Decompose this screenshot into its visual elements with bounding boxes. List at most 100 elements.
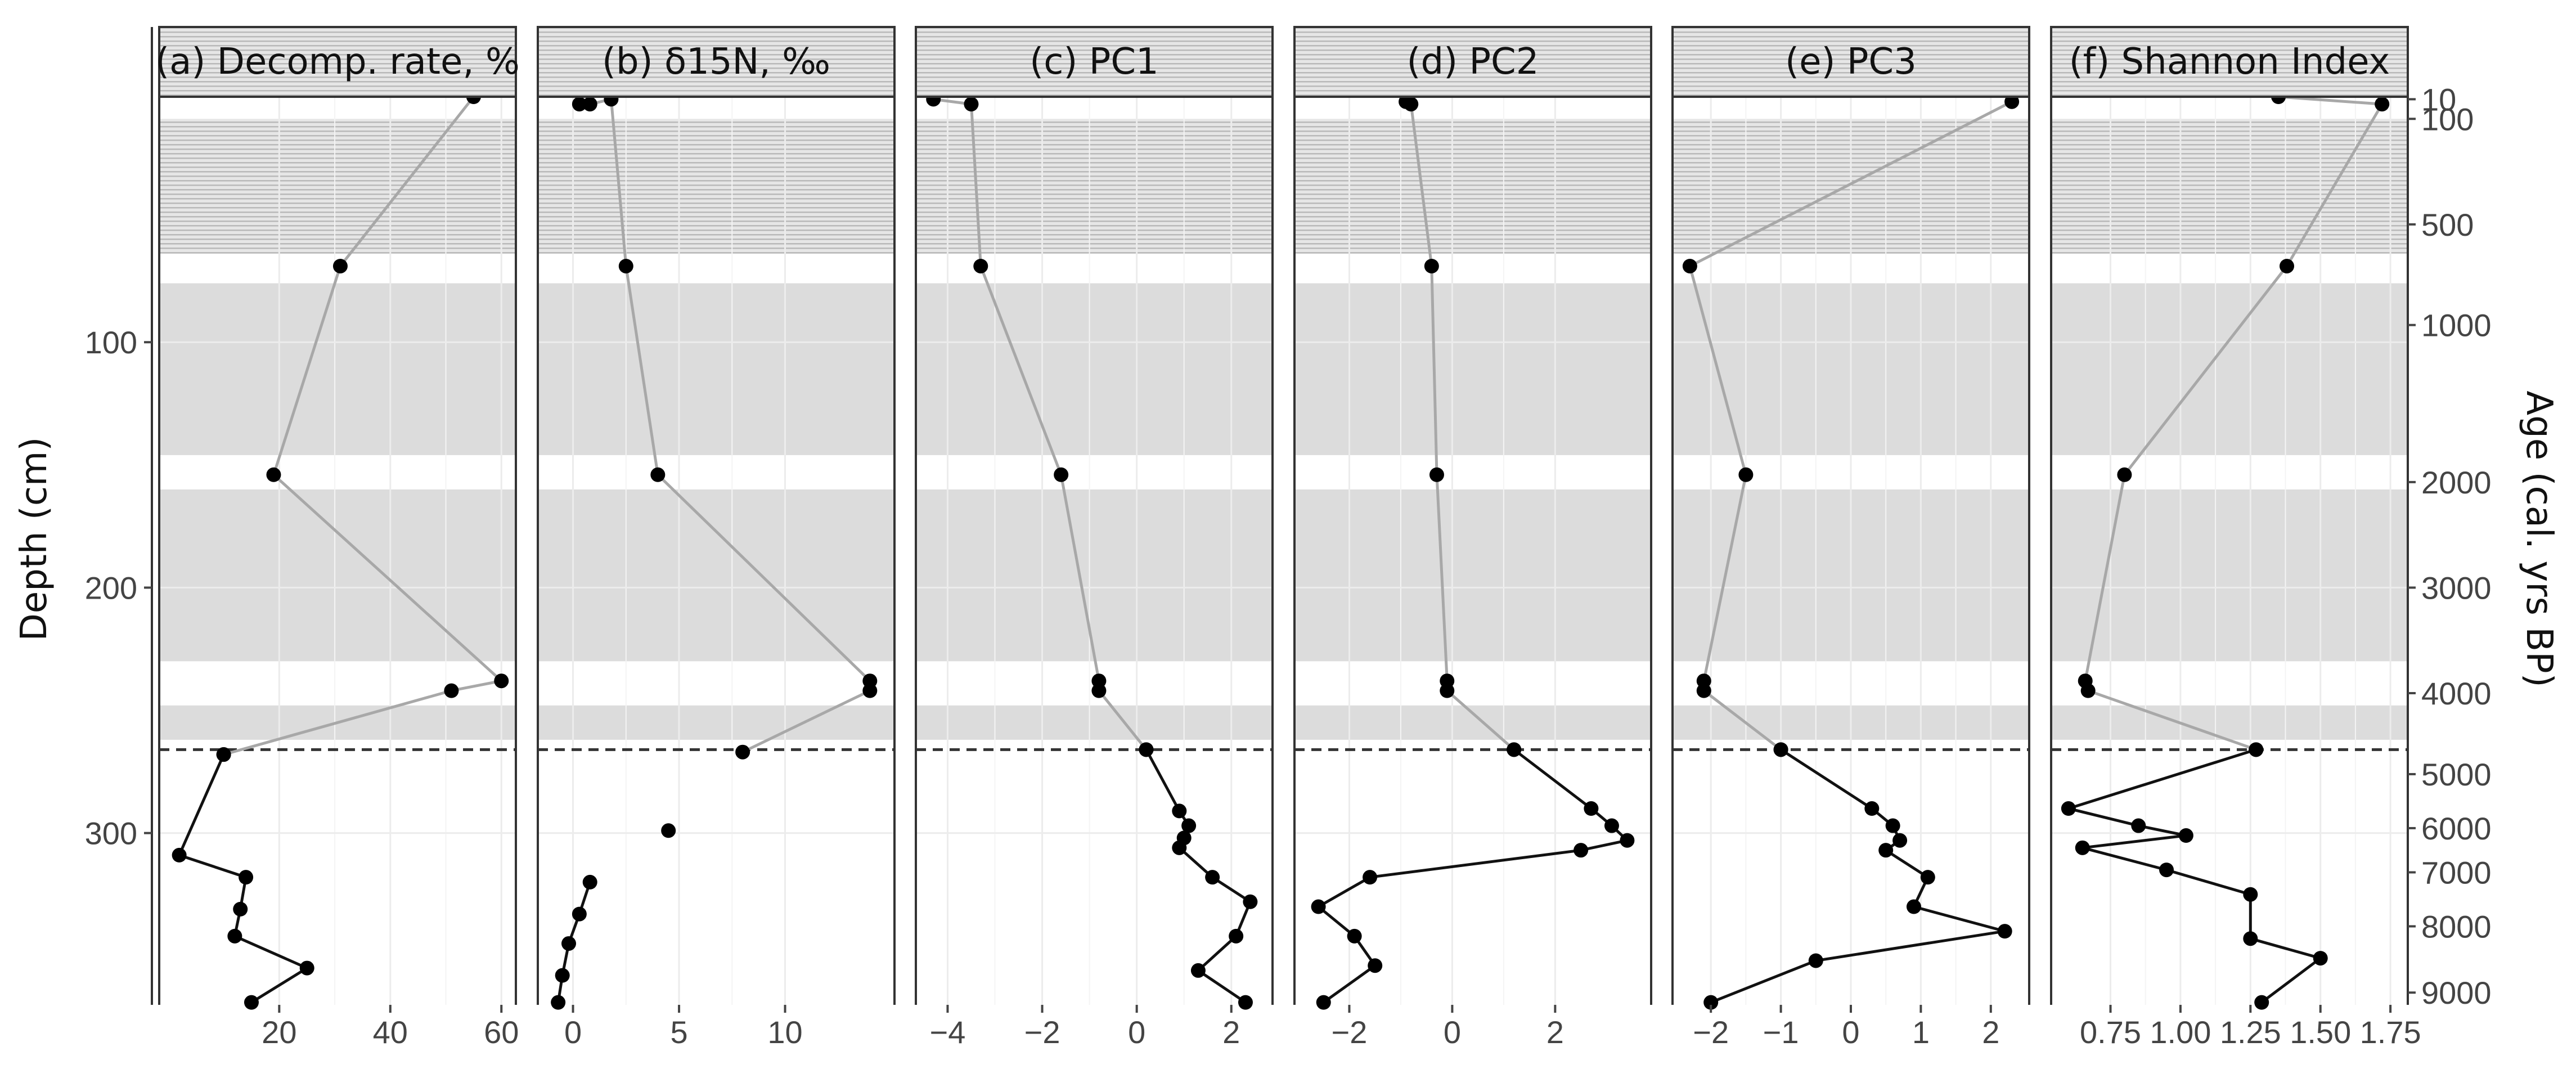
data-point [618,258,633,273]
panel-3: (c) PC1 −4 −2 0 2 [915,26,1274,1050]
depth-band-2 [2051,283,2408,455]
depth-band-4 [2051,705,2408,740]
data-point [582,874,597,890]
data-point [2061,801,2076,816]
data-point [299,960,314,976]
x-tick-label: 0 [1128,1014,1145,1050]
data-point [1181,818,1197,833]
depth-band-2 [159,283,516,455]
data-point [2313,951,2328,966]
data-point [2159,863,2174,878]
data-point [1054,467,1069,482]
x-tick-label: 2 [1222,1014,1240,1050]
data-point [332,258,348,273]
data-point [1238,995,1253,1010]
data-point [1878,843,1894,858]
x-tick-label: 0 [1842,1014,1859,1050]
data-point [1347,928,1362,944]
data-point [1229,928,1244,944]
x-tick-label: −2 [1024,1014,1060,1050]
data-point [1604,818,1619,833]
data-point [494,673,509,689]
depth-band-1 [1294,119,1651,254]
age-tick-label: 4000 [2421,676,2492,711]
panel-4: (d) PC2 −2 0 2 [1293,26,1652,1050]
age-tick-label: 3000 [2421,570,2492,605]
data-point [1997,924,2012,939]
panel-title: (e) PC3 [1785,41,1917,83]
data-point [233,901,248,917]
data-point [735,744,750,760]
x-tick-label: 1.75 [2360,1014,2421,1050]
depth-band-4 [916,705,1273,740]
data-point [1773,742,1788,757]
data-point [1864,801,1880,816]
depth-band-4 [538,705,894,740]
data-point [444,683,459,698]
lower-series-line [2063,748,2324,1004]
data-point [2075,840,2090,855]
x-tick-label: 2 [1982,1014,1999,1050]
data-point [1205,870,1220,885]
x-tick-label: 40 [373,1014,408,1050]
x-tick-label: −4 [930,1014,966,1050]
age-tick-label: 500 [2421,207,2474,242]
panel-strip [915,26,1274,98]
age-tick-label: 5000 [2421,757,2492,792]
data-point [1424,258,1439,273]
data-point [1139,742,1154,757]
data-point [1404,97,1419,112]
data-point [1892,833,1908,848]
panel-strip [2050,26,2409,98]
data-point [2280,258,2295,273]
data-point [2117,467,2132,482]
data-point [1429,467,1444,482]
data-point [1311,899,1326,914]
data-point [1363,870,1378,885]
data-point [862,683,878,698]
x-tick-label: 0 [564,1014,582,1050]
data-point [1620,833,1635,848]
data-point [2243,931,2258,946]
age-tick-label: 7000 [2421,855,2492,890]
data-point [2249,742,2264,757]
depth-band-1 [916,119,1273,254]
data-point [1190,963,1206,978]
age-tick-label: 2000 [2421,465,2492,500]
age-tick-label: 6000 [2421,811,2492,846]
panels-group: (a) Decomp. rate, %20 40 60(b) δ15N, ‰0 5 10… [155,26,2421,1050]
age-tick-label: 100 [2421,101,2474,137]
data-point [973,258,988,273]
panel-6: (f) Shannon Index 0.75 1.00 1.25 1.50 1.75 [2050,26,2421,1050]
data-point [1920,870,1935,885]
data-point [582,97,597,112]
data-point [244,995,259,1010]
data-point [1682,258,1697,273]
data-point [2375,97,2390,112]
depth-band-2 [538,283,894,455]
data-point [1738,467,1754,482]
depth-band-3 [159,489,516,662]
data-point [172,847,187,863]
data-point [650,467,666,482]
x-tick-label: −2 [1332,1014,1368,1050]
y-axis-title: Depth (cm) [14,437,55,641]
data-point [239,870,254,885]
data-point [1906,899,1921,914]
depth-band-1 [2051,119,2408,254]
x-tick-label: 1.00 [2150,1014,2211,1050]
x-tick-label: 0 [1444,1014,1461,1050]
x-tick-label: 0.75 [2080,1014,2141,1050]
x-tick-label: 60 [484,1014,519,1050]
y-tick-label: 300 [85,816,137,851]
depth-band-2 [1294,283,1651,455]
x-tick-label: 20 [262,1014,296,1050]
lower-series-line [1316,748,1630,1004]
x-tick-label: 1 [1912,1014,1930,1050]
data-point [572,906,587,922]
secondary-y-axis-title: Age (cal. yrs BP) [2518,390,2560,687]
age-tick-label: 9000 [2421,975,2492,1010]
y-tick-label: 200 [85,570,137,605]
panel-title: (d) PC2 [1407,41,1539,83]
